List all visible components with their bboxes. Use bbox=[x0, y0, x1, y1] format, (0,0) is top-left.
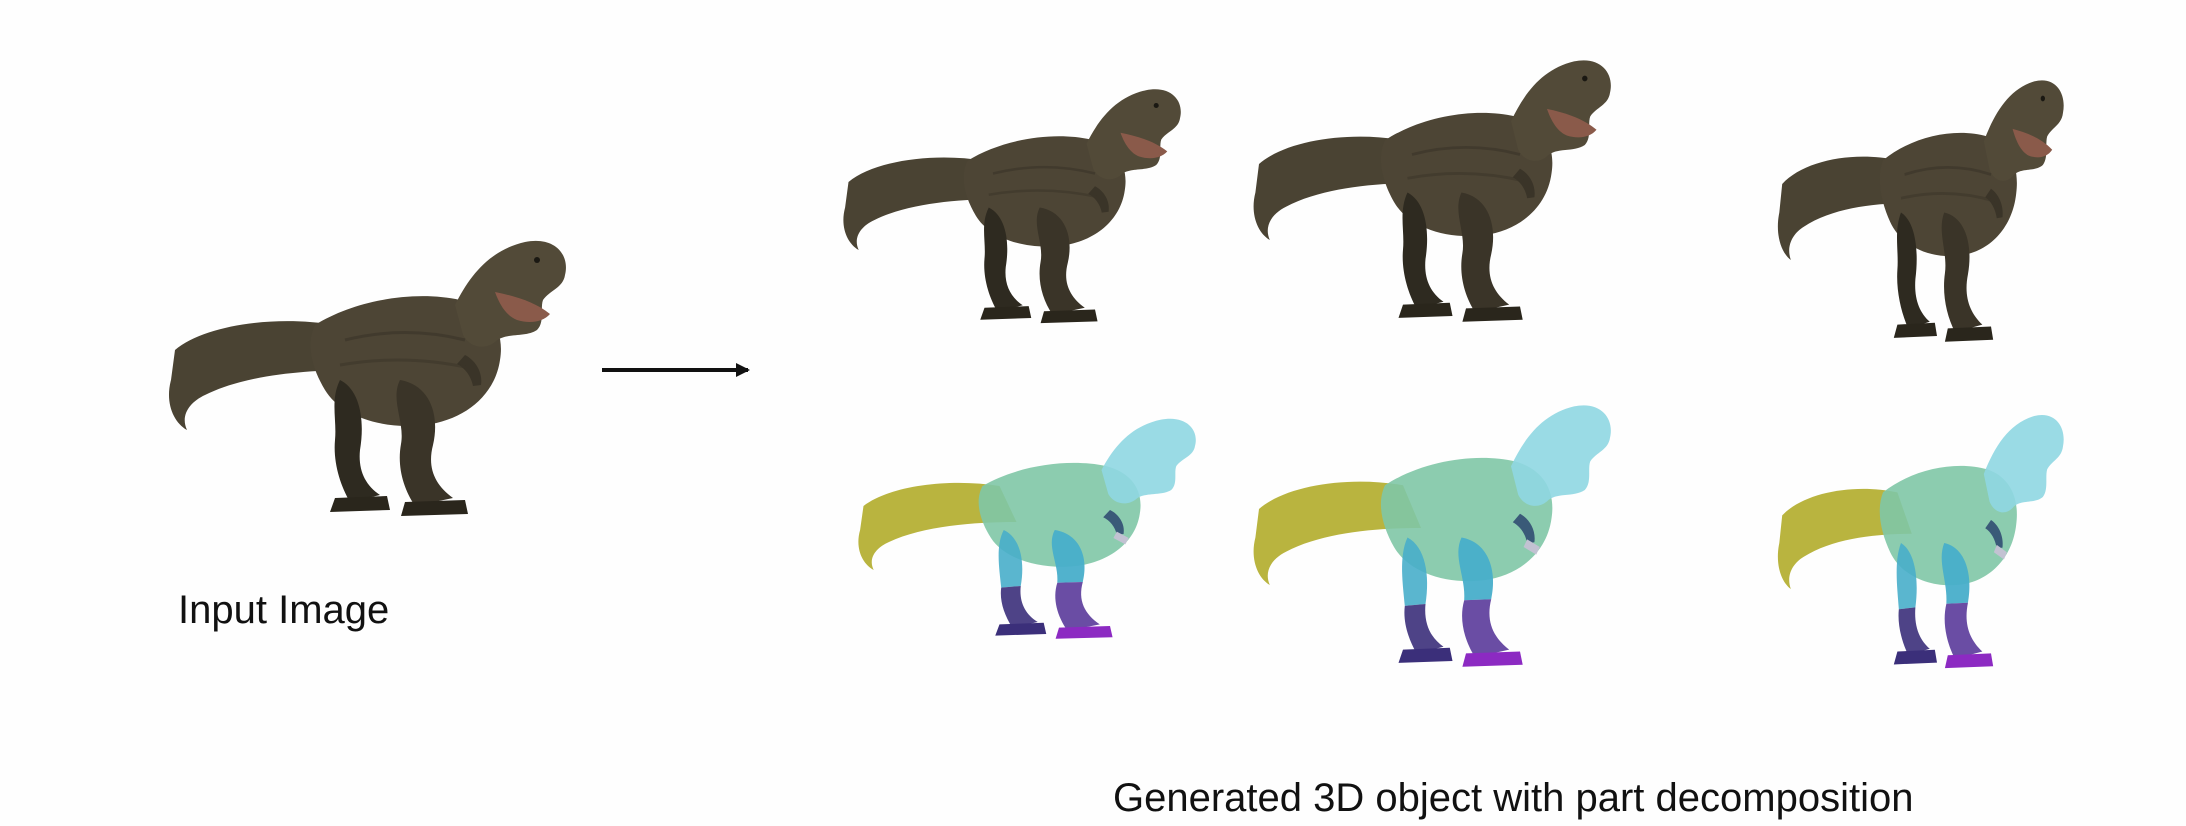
t-rex-textured-render-icon bbox=[842, 87, 1183, 325]
input-image bbox=[167, 239, 568, 518]
input-image-caption: Input Image bbox=[178, 588, 390, 632]
output-textured-2 bbox=[1252, 58, 1613, 324]
t-rex-textured-render-icon bbox=[1252, 58, 1613, 324]
output-textured-1 bbox=[842, 87, 1183, 325]
output-parts-3 bbox=[1777, 415, 2064, 669]
t-rex-textured-render-icon bbox=[1776, 78, 2066, 344]
output-textured-3 bbox=[1776, 78, 2066, 344]
output-parts-2 bbox=[1253, 405, 1611, 667]
output-parts-1 bbox=[858, 418, 1196, 639]
t-rex-part-segmentation-icon bbox=[858, 418, 1196, 639]
output-caption: Generated 3D object with part decomposit… bbox=[1113, 776, 1914, 820]
t-rex-part-segmentation-icon bbox=[1253, 405, 1611, 667]
t-rex-photo-icon bbox=[167, 239, 568, 518]
t-rex-part-segmentation-icon bbox=[1777, 415, 2064, 669]
